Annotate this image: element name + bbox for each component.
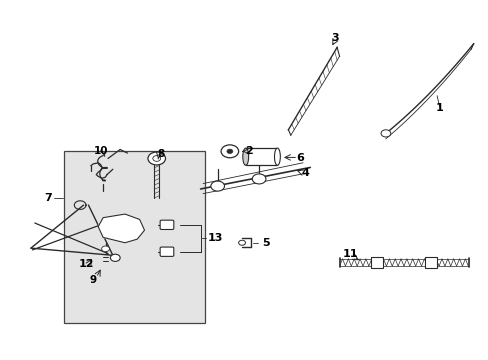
Text: 7: 7 (44, 193, 52, 203)
Text: 8: 8 (157, 149, 164, 159)
Text: 13: 13 (207, 233, 223, 243)
Circle shape (153, 156, 160, 161)
Bar (245, 148, 277, 165)
Ellipse shape (243, 148, 248, 165)
Circle shape (102, 246, 109, 252)
Text: 2: 2 (245, 146, 253, 156)
Text: 11: 11 (343, 249, 358, 259)
Bar (370, 257, 382, 268)
FancyBboxPatch shape (160, 220, 173, 229)
Text: 3: 3 (330, 33, 338, 43)
Text: 1: 1 (435, 103, 443, 113)
Text: 10: 10 (93, 145, 108, 156)
Polygon shape (98, 214, 144, 243)
Circle shape (380, 130, 390, 137)
Ellipse shape (274, 148, 280, 165)
Circle shape (226, 149, 232, 153)
Text: 4: 4 (301, 168, 309, 178)
Circle shape (210, 181, 224, 191)
Bar (424, 257, 436, 268)
Circle shape (221, 145, 238, 158)
Circle shape (110, 254, 120, 261)
FancyBboxPatch shape (160, 247, 173, 256)
Text: 6: 6 (296, 153, 304, 163)
Circle shape (148, 152, 165, 165)
Text: 12: 12 (78, 259, 94, 269)
Circle shape (252, 174, 265, 184)
Circle shape (238, 240, 245, 245)
Text: 9: 9 (90, 275, 97, 285)
Bar (64, 151, 205, 323)
Text: 5: 5 (262, 238, 270, 248)
